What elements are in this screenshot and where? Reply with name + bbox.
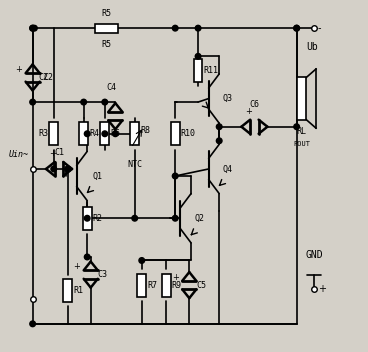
Text: +: + <box>73 262 80 271</box>
Bar <box>83 207 92 230</box>
Circle shape <box>32 25 37 31</box>
Circle shape <box>30 99 35 105</box>
Circle shape <box>51 166 57 172</box>
Circle shape <box>294 25 300 31</box>
Text: R7: R7 <box>147 281 157 290</box>
Text: R8: R8 <box>140 126 150 135</box>
Text: R1: R1 <box>73 286 83 295</box>
Text: Q4: Q4 <box>223 164 233 174</box>
Text: Q2: Q2 <box>195 214 205 223</box>
Text: NTC: NTC <box>127 160 142 169</box>
Circle shape <box>294 124 300 130</box>
Bar <box>137 274 146 296</box>
Text: C3: C3 <box>98 270 108 279</box>
Bar <box>171 122 180 145</box>
Circle shape <box>30 321 35 327</box>
Text: R11: R11 <box>204 66 218 75</box>
Circle shape <box>216 138 222 144</box>
Text: GND: GND <box>305 251 323 260</box>
Circle shape <box>84 254 90 260</box>
Bar <box>297 77 306 120</box>
Text: R9: R9 <box>172 281 182 290</box>
Circle shape <box>139 258 145 263</box>
Text: R5: R5 <box>102 39 112 49</box>
Bar <box>100 122 109 145</box>
Text: C5: C5 <box>196 281 206 290</box>
Text: RL: RL <box>297 127 307 136</box>
Text: +: + <box>318 284 326 294</box>
Circle shape <box>294 25 300 31</box>
Text: +: + <box>50 149 57 158</box>
Text: R6: R6 <box>110 129 120 138</box>
Bar <box>162 274 171 296</box>
Text: Q3: Q3 <box>223 94 233 103</box>
Circle shape <box>102 131 107 137</box>
Text: +: + <box>172 273 179 282</box>
Text: C1: C1 <box>54 147 64 157</box>
Circle shape <box>81 99 86 105</box>
Text: R5: R5 <box>102 8 112 18</box>
Circle shape <box>172 25 178 31</box>
Text: C2: C2 <box>38 73 48 82</box>
Circle shape <box>132 215 138 221</box>
Circle shape <box>30 25 35 31</box>
Circle shape <box>65 166 71 172</box>
Bar <box>95 24 118 32</box>
Circle shape <box>195 54 201 59</box>
Bar <box>79 122 88 145</box>
Circle shape <box>216 124 222 130</box>
Circle shape <box>65 166 71 172</box>
Text: C6: C6 <box>250 100 259 109</box>
Text: C4: C4 <box>107 82 117 92</box>
Circle shape <box>30 25 35 31</box>
Circle shape <box>172 173 178 179</box>
Text: R3: R3 <box>39 129 49 138</box>
Text: Q1: Q1 <box>92 171 102 181</box>
Text: POUT: POUT <box>293 141 310 147</box>
Text: -: - <box>318 23 321 33</box>
Text: C2: C2 <box>43 73 53 82</box>
Text: +: + <box>15 65 22 74</box>
Text: Ub: Ub <box>307 42 318 52</box>
Text: R2: R2 <box>92 214 102 223</box>
Text: R4: R4 <box>89 129 99 138</box>
Text: +: + <box>245 107 252 116</box>
Bar <box>49 122 58 145</box>
Circle shape <box>102 99 107 105</box>
Circle shape <box>172 215 178 221</box>
Circle shape <box>84 215 90 221</box>
Bar <box>194 59 202 82</box>
Circle shape <box>113 131 118 137</box>
Text: Uin~: Uin~ <box>9 150 29 159</box>
Bar <box>130 122 139 145</box>
Bar <box>63 279 72 302</box>
Circle shape <box>84 131 90 137</box>
Text: R10: R10 <box>180 129 195 138</box>
Circle shape <box>195 25 201 31</box>
